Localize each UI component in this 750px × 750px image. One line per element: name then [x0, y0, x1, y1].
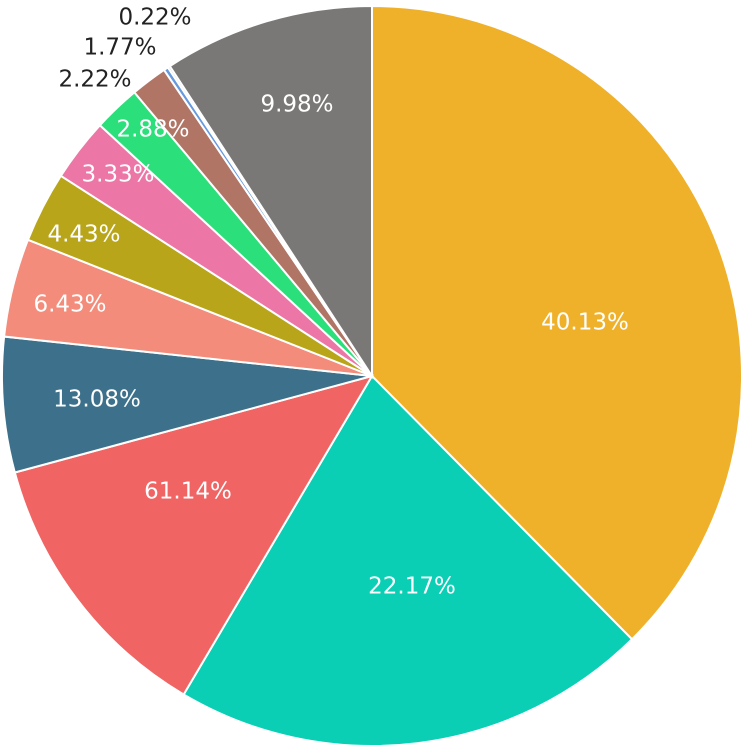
pie-slice [13, 374, 375, 696]
slice-label: 9.98% [260, 92, 333, 118]
pie-slice [182, 374, 634, 747]
slice-label: 0.22% [118, 5, 191, 31]
slice-label: 6.43% [33, 292, 106, 318]
slice-label: 2.88% [116, 117, 189, 143]
slice-label: 2.22% [58, 67, 131, 93]
slice-label: 4.43% [47, 222, 120, 248]
slice-label: 3.33% [81, 162, 154, 188]
pie-slice [168, 4, 373, 380]
slice-label: 13.08% [53, 387, 141, 413]
slice-label: 61.14% [144, 479, 232, 505]
slice-label: 22.17% [368, 574, 456, 600]
slice-label: 1.77% [83, 35, 156, 61]
pie-slice [1, 335, 373, 474]
pie-slice [371, 4, 743, 641]
slice-label: 40.13% [541, 310, 629, 336]
